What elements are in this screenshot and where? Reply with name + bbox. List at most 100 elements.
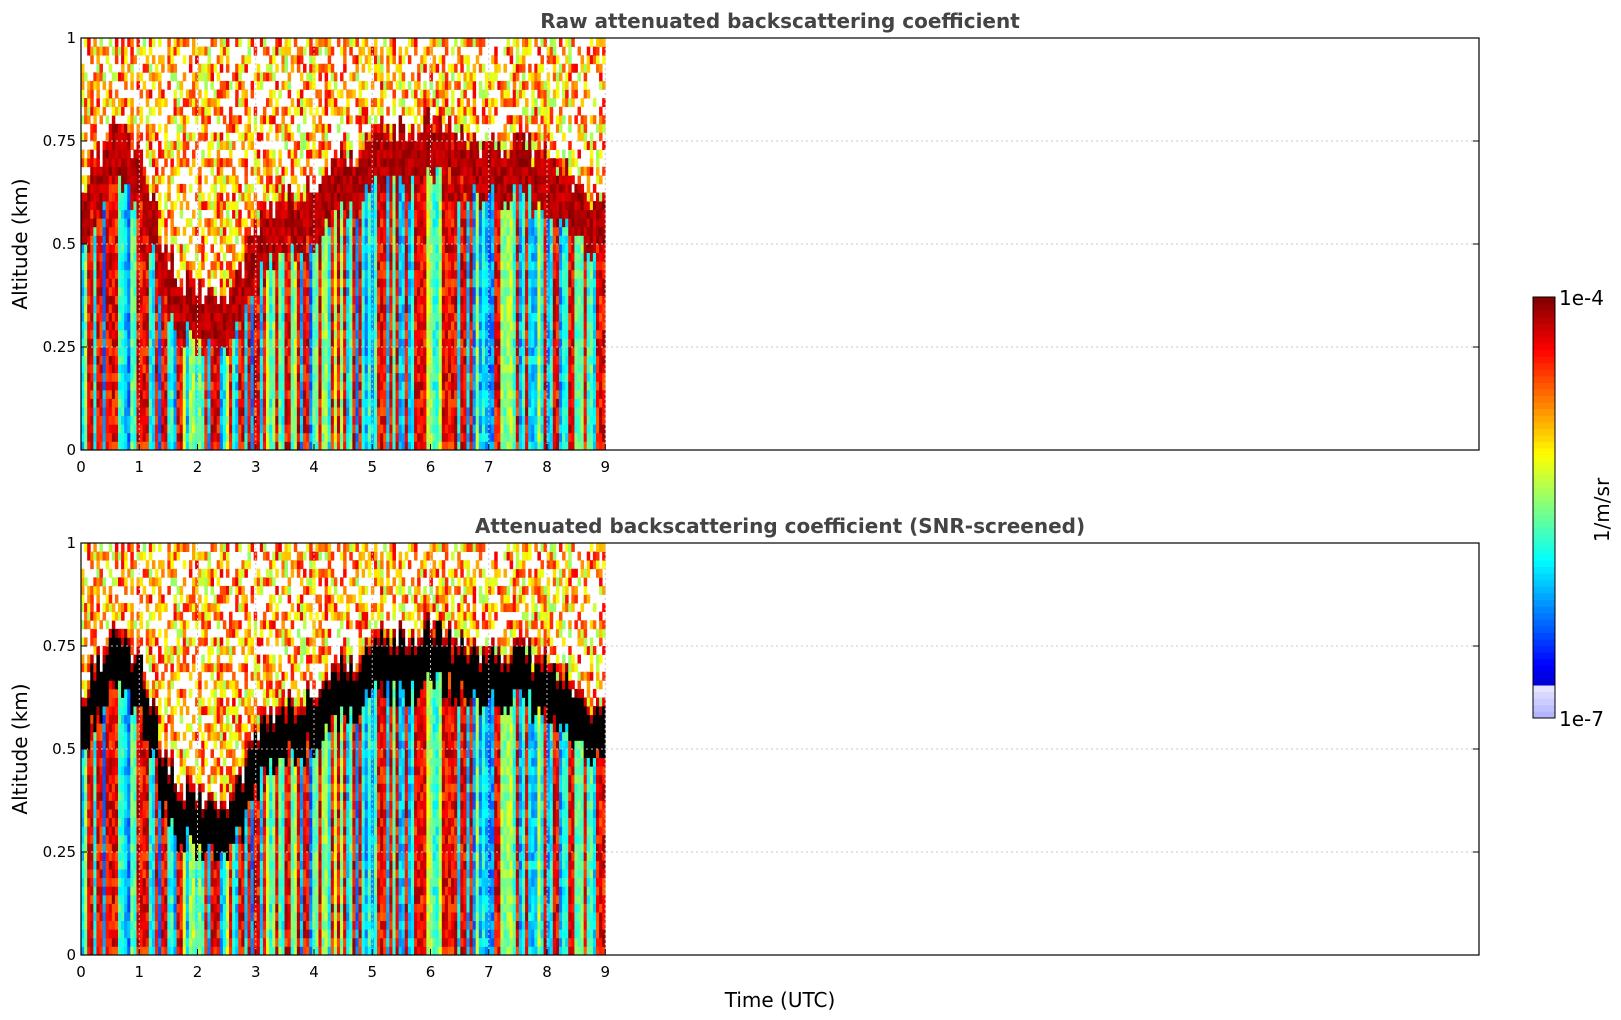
heatmap-cell: [235, 115, 239, 125]
heatmap-cell: [392, 278, 396, 288]
heatmap-cell: [343, 415, 347, 425]
heatmap-cell: [438, 80, 443, 90]
heatmap-cell: [432, 123, 437, 133]
heatmap-cell: [262, 158, 267, 168]
heatmap-cell: [346, 441, 350, 451]
heatmap-cell: [210, 329, 214, 339]
heatmap-cell: [444, 192, 449, 202]
heatmap-cell: [124, 286, 128, 296]
heatmap-cell: [355, 424, 359, 434]
heatmap-cell: [355, 415, 359, 425]
heatmap-cell: [118, 381, 122, 391]
heatmap-cell: [213, 432, 218, 442]
heatmap-cell: [114, 389, 119, 399]
heatmap-cell: [278, 398, 282, 408]
heatmap-cell: [139, 252, 144, 262]
heatmap-cell: [333, 338, 338, 348]
heatmap-cell: [377, 218, 381, 228]
heatmap-cell: [355, 226, 359, 236]
heatmap-cell: [324, 209, 329, 219]
heatmap-cell: [410, 123, 415, 133]
heatmap-cell: [235, 338, 239, 348]
heatmap-cell: [204, 355, 208, 365]
heatmap-cell: [198, 381, 202, 391]
heatmap-cell: [164, 321, 168, 331]
heatmap-cell: [420, 261, 424, 271]
heatmap-cell: [463, 226, 467, 236]
heatmap-cell: [121, 192, 125, 202]
heatmap-cell: [444, 123, 449, 133]
heatmap-cell: [438, 192, 443, 202]
heatmap-cell: [121, 424, 125, 434]
heatmap-cell: [219, 261, 224, 271]
heatmap-cell: [179, 115, 184, 125]
heatmap-cell: [410, 424, 415, 434]
heatmap-cell: [114, 123, 119, 133]
heatmap-cell: [185, 261, 190, 271]
heatmap-cell: [287, 149, 292, 159]
heatmap-cell: [250, 252, 255, 262]
heatmap-cell: [142, 38, 147, 47]
heatmap-cell: [87, 372, 91, 382]
heatmap-cell: [309, 278, 313, 288]
heatmap-cell: [414, 149, 418, 159]
heatmap-cell: [207, 192, 211, 202]
heatmap-cell: [327, 372, 332, 382]
heatmap-cell: [321, 106, 326, 116]
heatmap-cell: [250, 166, 255, 176]
heatmap-cell: [451, 166, 455, 176]
heatmap-cell: [370, 106, 375, 116]
heatmap-cell: [96, 218, 100, 228]
heatmap-cell: [176, 80, 181, 90]
heatmap-cell: [198, 441, 202, 451]
heatmap-cell: [429, 286, 433, 296]
heatmap-cell: [127, 201, 131, 211]
heatmap-cell: [173, 415, 177, 425]
heatmap-cell: [346, 98, 350, 108]
heatmap-cell: [170, 441, 174, 451]
heatmap-cell: [296, 338, 301, 348]
heatmap-cell: [232, 389, 236, 399]
heatmap-cell: [441, 398, 446, 408]
heatmap-cell: [111, 278, 116, 288]
heatmap-cell: [454, 389, 458, 399]
heatmap-cell: [327, 321, 332, 331]
heatmap-cell: [247, 269, 252, 279]
heatmap-cell: [426, 338, 430, 348]
heatmap-cell: [293, 415, 298, 425]
heatmap-cell: [158, 149, 162, 159]
heatmap-cell: [312, 347, 316, 356]
heatmap-cell: [358, 381, 363, 391]
heatmap-cell: [167, 252, 171, 262]
heatmap-cell: [253, 252, 258, 262]
heatmap-cell: [173, 278, 177, 288]
heatmap-cell: [99, 269, 103, 279]
heatmap-cell: [401, 106, 406, 116]
heatmap-cell: [284, 278, 289, 288]
heatmap-cell: [435, 141, 440, 150]
heatmap-cell: [207, 72, 211, 82]
heatmap-cell: [118, 183, 122, 193]
heatmap-cell: [303, 432, 307, 442]
heatmap-cell: [349, 269, 353, 279]
heatmap-cell: [321, 218, 326, 228]
heatmap-cell: [444, 441, 449, 451]
heatmap-cell: [232, 355, 236, 365]
heatmap-cell: [182, 407, 187, 417]
heatmap-cell: [232, 398, 236, 408]
heatmap-cell: [136, 252, 140, 262]
heatmap-cell: [241, 312, 245, 322]
heatmap-cell: [105, 115, 110, 125]
heatmap-cell: [414, 46, 418, 56]
heatmap-cell: [358, 149, 363, 159]
heatmap-cell: [398, 286, 403, 296]
heatmap-cell: [463, 235, 467, 245]
heatmap-cell: [124, 192, 128, 202]
heatmap-cell: [361, 226, 366, 236]
heatmap-cell: [225, 304, 230, 314]
heatmap-cell: [269, 235, 273, 245]
heatmap-cell: [299, 398, 304, 408]
heatmap-cell: [108, 312, 113, 322]
heatmap-cell: [451, 389, 455, 399]
heatmap-cell: [207, 381, 211, 391]
